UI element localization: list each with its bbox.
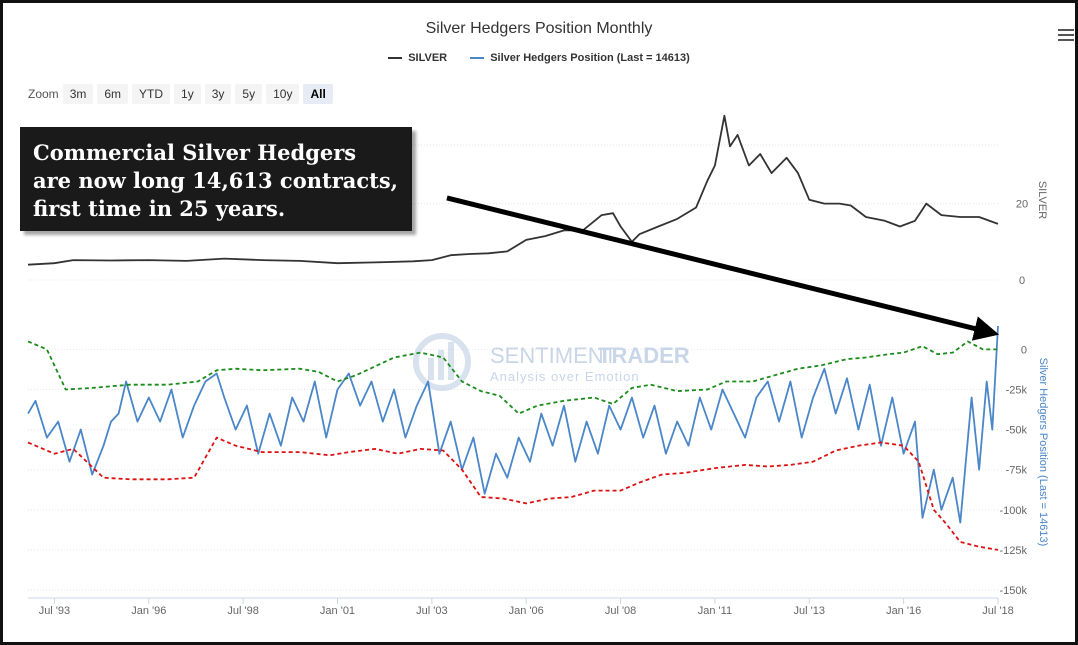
zoom-button-3y[interactable]: 3y (204, 84, 232, 104)
hedgers-tick-label: -150k (999, 585, 1027, 597)
x-tick-label: Jul '93 (39, 605, 70, 617)
watermark-logo-bar (448, 342, 454, 380)
zoom-button-6m[interactable]: 6m (97, 84, 129, 104)
series-line-lower-band (27, 436, 999, 551)
x-tick-label: Jul '18 (982, 605, 1013, 617)
hedgers-axis-title: Silver Hedgers Position (Last = 14613) (1037, 358, 1049, 547)
x-tick-label: Jul '03 (416, 605, 447, 617)
zoom-button-1y[interactable]: 1y (174, 84, 201, 104)
annotation-line-2: are now long 14,613 contracts, (33, 168, 398, 193)
x-tick-label: Jan '16 (886, 605, 921, 617)
annotation-arrow (446, 195, 1000, 341)
x-tick-label: Jan '96 (131, 605, 166, 617)
x-tick-label: Jan '01 (320, 605, 355, 617)
zoom-bar: Zoom 3m 6m YTD 1y 3y 5y 10y All (28, 84, 337, 104)
legend-swatch-silver (388, 57, 403, 59)
legend-item-hedgers[interactable]: Silver Hedgers Position (Last = 14613) (470, 52, 690, 64)
hedgers-tick-label: -75k (1006, 465, 1028, 477)
x-tick-label: Jul '13 (794, 605, 825, 617)
silver-tick-label: 20 (1016, 199, 1028, 211)
hedgers-tick-label: 0 (1021, 344, 1027, 356)
zoom-label: Zoom (28, 87, 59, 101)
annotation-line-3: first time in 25 years. (33, 196, 286, 221)
series-line-silver (27, 114, 999, 266)
silver-tick-label: 0 (1019, 275, 1025, 287)
annotation-callout: Commercial Silver Hedgers are now long 1… (20, 127, 412, 231)
legend-swatch-hedgers (470, 57, 485, 59)
legend-label-hedgers: Silver Hedgers Position (Last = 14613) (490, 52, 690, 64)
hedgers-tick-label: -25k (1006, 385, 1028, 397)
watermark-brand-part1: SENTIMENT (490, 343, 617, 368)
x-tick-label: Jul '98 (227, 605, 258, 617)
zoom-button-5y[interactable]: 5y (235, 84, 263, 104)
series-line-hedgers (27, 325, 999, 524)
hedgers-tick-label: -125k (999, 545, 1027, 557)
zoom-button-ytd[interactable]: YTD (132, 84, 171, 104)
x-tick-label: Jan '11 (698, 605, 732, 617)
zoom-button-3m[interactable]: 3m (62, 84, 94, 104)
watermark-brand-part2: TRADER (598, 343, 690, 368)
watermark-logo-bar (438, 350, 444, 380)
legend-item-silver[interactable]: SILVER (388, 52, 447, 64)
hedgers-tick-label: -50k (1006, 425, 1028, 437)
x-tick-label: Jan '06 (509, 605, 544, 617)
legend-label-silver: SILVER (408, 52, 448, 64)
annotation-line-1: Commercial Silver Hedgers (33, 140, 357, 165)
hamburger-menu-icon[interactable] (1058, 29, 1074, 41)
watermark-tagline: Analysis over Emotion (490, 369, 640, 384)
series-line-upper-band (27, 340, 998, 415)
silver-axis-title: SILVER (1036, 181, 1048, 219)
chart-title: Silver Hedgers Position Monthly (425, 20, 653, 37)
chart-legend: SILVER Silver Hedgers Position (Last = 1… (0, 50, 1078, 64)
zoom-button-10y[interactable]: 10y (266, 84, 300, 104)
x-tick-label: Jul '08 (605, 605, 636, 617)
zoom-button-all[interactable]: All (303, 84, 333, 104)
watermark-logo-icon (413, 333, 471, 391)
hedgers-tick-label: -100k (999, 505, 1027, 517)
watermark-logo-bar (428, 358, 434, 380)
